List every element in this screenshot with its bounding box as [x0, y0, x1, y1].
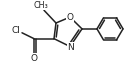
- Text: N: N: [68, 43, 74, 52]
- Text: Cl: Cl: [12, 26, 20, 35]
- Text: CH₃: CH₃: [34, 1, 48, 10]
- Text: O: O: [67, 13, 74, 22]
- Text: O: O: [30, 54, 38, 63]
